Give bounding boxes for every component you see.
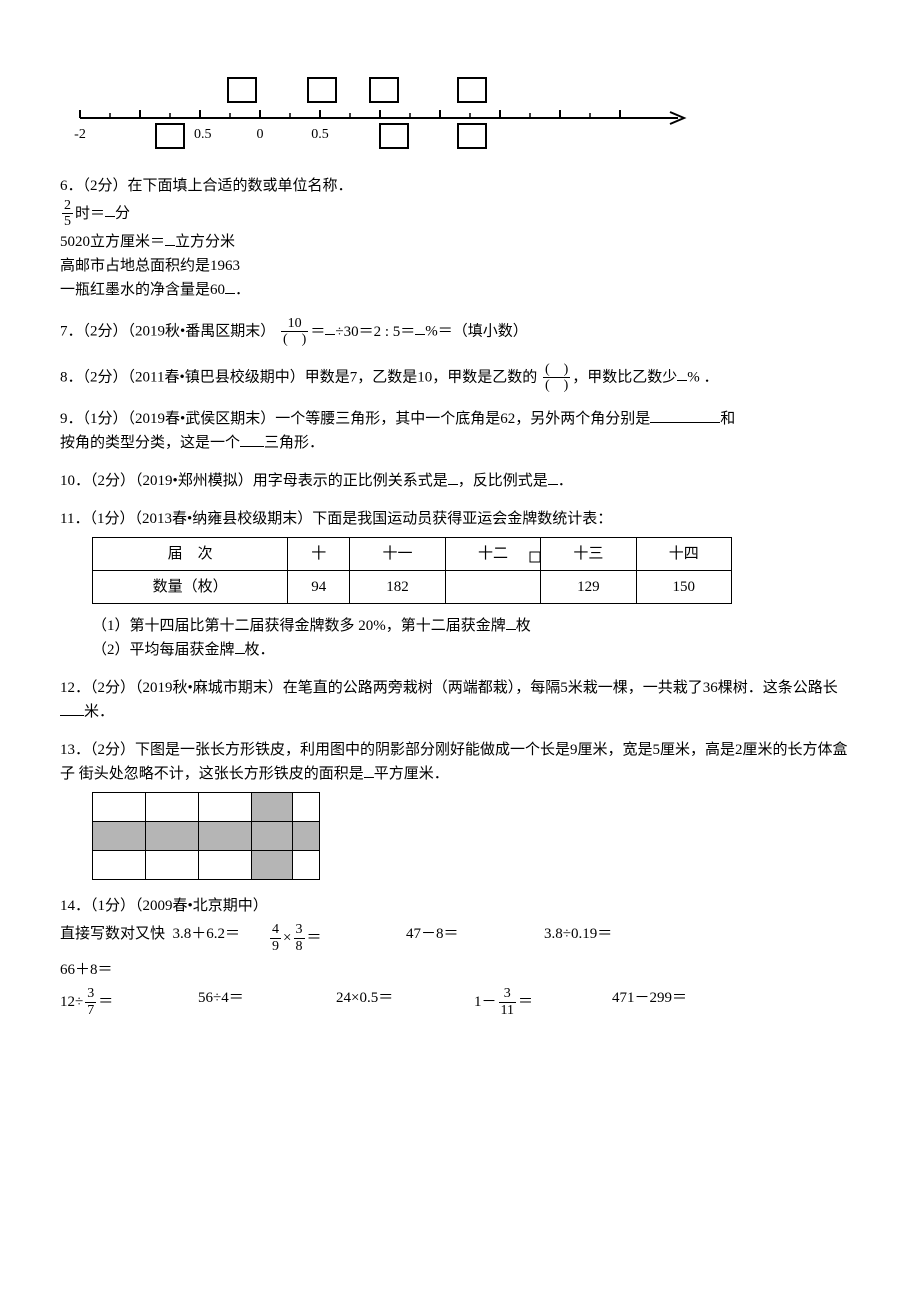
- fraction-3-11: 311: [497, 986, 518, 1018]
- fraction-3-8: 38: [292, 922, 307, 954]
- blank[interactable]: [225, 279, 235, 294]
- blank[interactable]: [105, 203, 115, 218]
- blank[interactable]: [448, 471, 458, 486]
- q9-line2: 按角的类型分类，这是一个三角形．: [60, 431, 860, 455]
- question-9: 9．（1分）（2019春•武侯区期末）一个等腰三角形，其中一个底角是62，另外两…: [60, 407, 860, 455]
- blank[interactable]: [235, 640, 245, 655]
- fraction-4-9: 49: [268, 922, 283, 954]
- blank[interactable]: [240, 433, 264, 448]
- blank[interactable]: [364, 764, 374, 779]
- q6-stem: 6．（2分）在下面填上合适的数或单位名称．: [60, 174, 860, 198]
- q6-line4: 一瓶红墨水的净含量是60．: [60, 278, 860, 302]
- fraction-blank-blank: ( ) ( ): [541, 362, 572, 394]
- fraction-2-5: 2 5: [60, 198, 75, 230]
- svg-text:0: 0: [257, 127, 264, 142]
- q14-stem: 14．（1分）（2009春•北京期中）: [60, 894, 860, 918]
- number-line-svg: -2 0.5 0 0.5: [60, 60, 700, 160]
- question-14: 14．（1分）（2009春•北京期中） 直接写数对又快 3.8＋6.2＝ 49×…: [60, 894, 860, 1018]
- q11-sub2: （2）平均每届获金牌枚．: [60, 638, 860, 662]
- calc-row-2: 12÷37＝ 56÷4＝ 24×0.5＝ 1－311＝ 471－299＝: [60, 986, 860, 1018]
- blank[interactable]: [650, 409, 720, 424]
- q6-line2: 5020立方厘米＝立方分米: [60, 230, 860, 254]
- question-11: 11．（1分）（2013春•纳雍县校级期末）下面是我国运动员获得亚运会金牌数统计…: [60, 507, 860, 662]
- question-12: 12．（2分）（2019秋•麻城市期末）在笔直的公路两旁栽树（两端都栽），每隔5…: [60, 676, 860, 724]
- question-10: 10．（2分）（2019•郑州模拟）用字母表示的正比例关系式是，反比例式是．: [60, 469, 860, 493]
- net-diagram: [92, 792, 320, 880]
- blank[interactable]: [325, 321, 335, 336]
- calc-row-1: 直接写数对又快 3.8＋6.2＝ 49×38＝ 47－8＝ 3.8÷0.19＝: [60, 922, 860, 954]
- q11-stem: 11．（1分）（2013春•纳雍县校级期末）下面是我国运动员获得亚运会金牌数统计…: [60, 507, 860, 531]
- fraction-3-7: 37: [83, 986, 98, 1018]
- blank[interactable]: [415, 321, 425, 336]
- question-7: 7．（2分）（2019秋•番禺区期末） 10 ( ) ＝÷30＝2 : 5＝%＝…: [60, 316, 860, 348]
- table-row: 数量（枚） 94 182 129 150: [93, 571, 732, 604]
- medal-table: 届 次 十 十一 十二 十三 十四 数量（枚） 94 182 129 150: [92, 537, 732, 604]
- fraction-10-blank: 10 ( ): [279, 316, 310, 348]
- q11-sub1: （1）第十四届比第十二届获得金牌数多 20%，第十二届获金牌枚: [60, 614, 860, 638]
- q6-line1: 2 5 时＝分: [60, 198, 860, 230]
- blank[interactable]: [60, 702, 84, 717]
- question-6: 6．（2分）在下面填上合适的数或单位名称． 2 5 时＝分 5020立方厘米＝立…: [60, 174, 860, 302]
- number-line-diagram: -2 0.5 0 0.5: [60, 60, 860, 160]
- question-13: 13．（2分）下图是一张长方形铁皮，利用图中的阴影部分刚好能做成一个长是9厘米，…: [60, 738, 860, 880]
- blank[interactable]: [677, 366, 687, 381]
- blank[interactable]: [548, 471, 558, 486]
- table-row: 届 次 十 十一 十二 十三 十四: [93, 538, 732, 571]
- q6-line3: 高邮市占地总面积约是1963: [60, 254, 860, 278]
- calc-66-8: 66＋8＝: [60, 958, 860, 982]
- blank[interactable]: [506, 616, 516, 631]
- svg-text:-2: -2: [74, 127, 86, 142]
- blank[interactable]: [165, 231, 175, 246]
- question-8: 8．（2分）（2011春•镇巴县校级期中）甲数是7，乙数是10，甲数是乙数的 (…: [60, 362, 860, 394]
- svg-text:0.5: 0.5: [311, 127, 329, 142]
- marker-icon: [529, 551, 541, 563]
- svg-text:0.5: 0.5: [194, 127, 212, 142]
